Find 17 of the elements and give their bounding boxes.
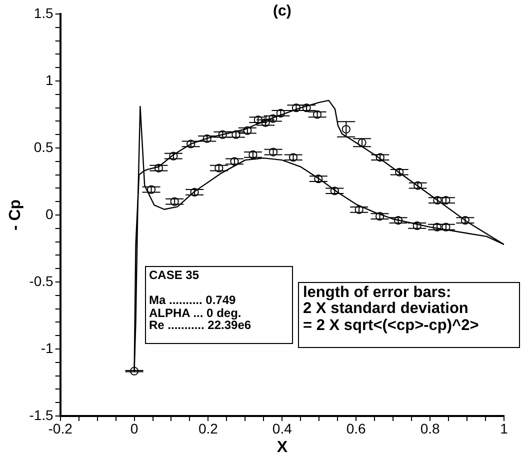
chart-title: (c) [272, 2, 292, 20]
x-axis-title: X [276, 438, 288, 456]
y-axis-title: - Cp [7, 199, 24, 231]
x-tick-label: 0 [130, 420, 138, 436]
y-tick-label: -0.5 [29, 272, 54, 289]
x-tick-label: -0.2 [48, 420, 73, 436]
y-tick-label: 0.5 [34, 138, 54, 155]
y-tick-label: -1 [40, 340, 54, 356]
x-tick-label: 1 [500, 420, 508, 436]
x-tick-label: 0.6 [346, 420, 366, 436]
y-tick-label: 0 [46, 206, 54, 222]
y-tick-label: -1.5 [29, 406, 54, 423]
x-tick-label: 0.2 [198, 420, 218, 436]
y-tick-label: 1.5 [34, 4, 54, 21]
y-tick-label: 1 [46, 72, 54, 88]
x-tick-label: 0.4 [272, 420, 292, 436]
x-tick-label: 0.8 [420, 420, 440, 436]
